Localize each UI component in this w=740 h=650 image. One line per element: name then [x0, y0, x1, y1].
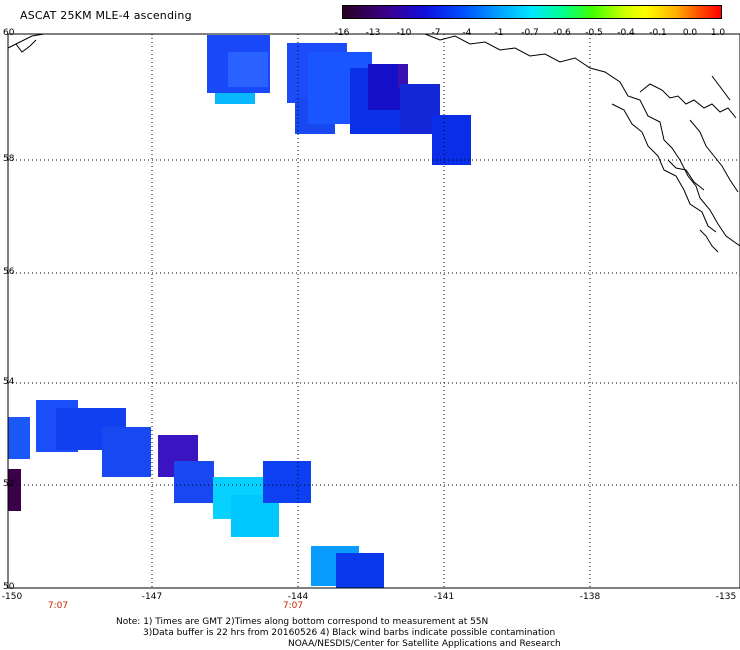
longitude-label: -147: [141, 592, 163, 602]
longitude-label: -138: [579, 592, 601, 602]
swath-cell: [8, 469, 21, 511]
coastline: [7, 33, 740, 253]
colorbar: [342, 5, 722, 19]
latitude-label: 50: [3, 582, 15, 592]
longitude-label: -144: [287, 592, 309, 602]
longitude-label: -141: [433, 592, 455, 602]
swath-cell: [398, 64, 408, 88]
latitude-label: 60: [3, 28, 15, 38]
map-title: ASCAT 25KM MLE-4 ascending: [20, 9, 192, 22]
colorbar-label: -13: [365, 28, 381, 38]
latitude-label: 56: [3, 267, 15, 277]
map-frame: [7, 33, 740, 589]
swath-cell: [432, 115, 471, 165]
colorbar-label: -0.4: [617, 28, 635, 38]
latitude-label: 52: [3, 479, 15, 489]
note-line-3: NOAA/NESDIS/Center for Satellite Applica…: [288, 639, 561, 649]
colorbar-label: -10: [396, 28, 412, 38]
graticule: [8, 34, 740, 588]
latitude-label: 54: [3, 377, 15, 387]
longitude-label: -150: [1, 592, 23, 602]
colorbar-label: -4: [462, 28, 472, 38]
swath-cell: [8, 417, 30, 459]
time-label: 7:07: [282, 601, 304, 611]
note-line-1: Note: 1) Times are GMT 2)Times along bot…: [116, 617, 489, 627]
note-line-2: 3)Data buffer is 22 hrs from 20160526 4)…: [143, 628, 556, 638]
colorbar-label: -0.7: [521, 28, 539, 38]
colorbar-label: -0.5: [585, 28, 603, 38]
swath-cell: [102, 427, 151, 477]
colorbar-label: -7: [431, 28, 441, 38]
swath-cell: [174, 461, 214, 503]
swath-cell: [263, 461, 311, 503]
colorbar-label: -0.1: [649, 28, 667, 38]
colorbar-label: 0.0: [682, 28, 698, 38]
swath-cell: [228, 52, 268, 87]
longitude-label: -135: [715, 592, 737, 602]
latitude-label: 58: [3, 154, 15, 164]
swath-cell: [215, 93, 255, 104]
swath-cell: [336, 553, 384, 588]
colorbar-label: -0.6: [553, 28, 571, 38]
colorbar-label: 1.0: [710, 28, 726, 38]
colorbar-label: -16: [334, 28, 350, 38]
colorbar-label: -1: [494, 28, 504, 38]
wind-swaths: [8, 35, 471, 588]
time-label: 7:07: [47, 601, 69, 611]
